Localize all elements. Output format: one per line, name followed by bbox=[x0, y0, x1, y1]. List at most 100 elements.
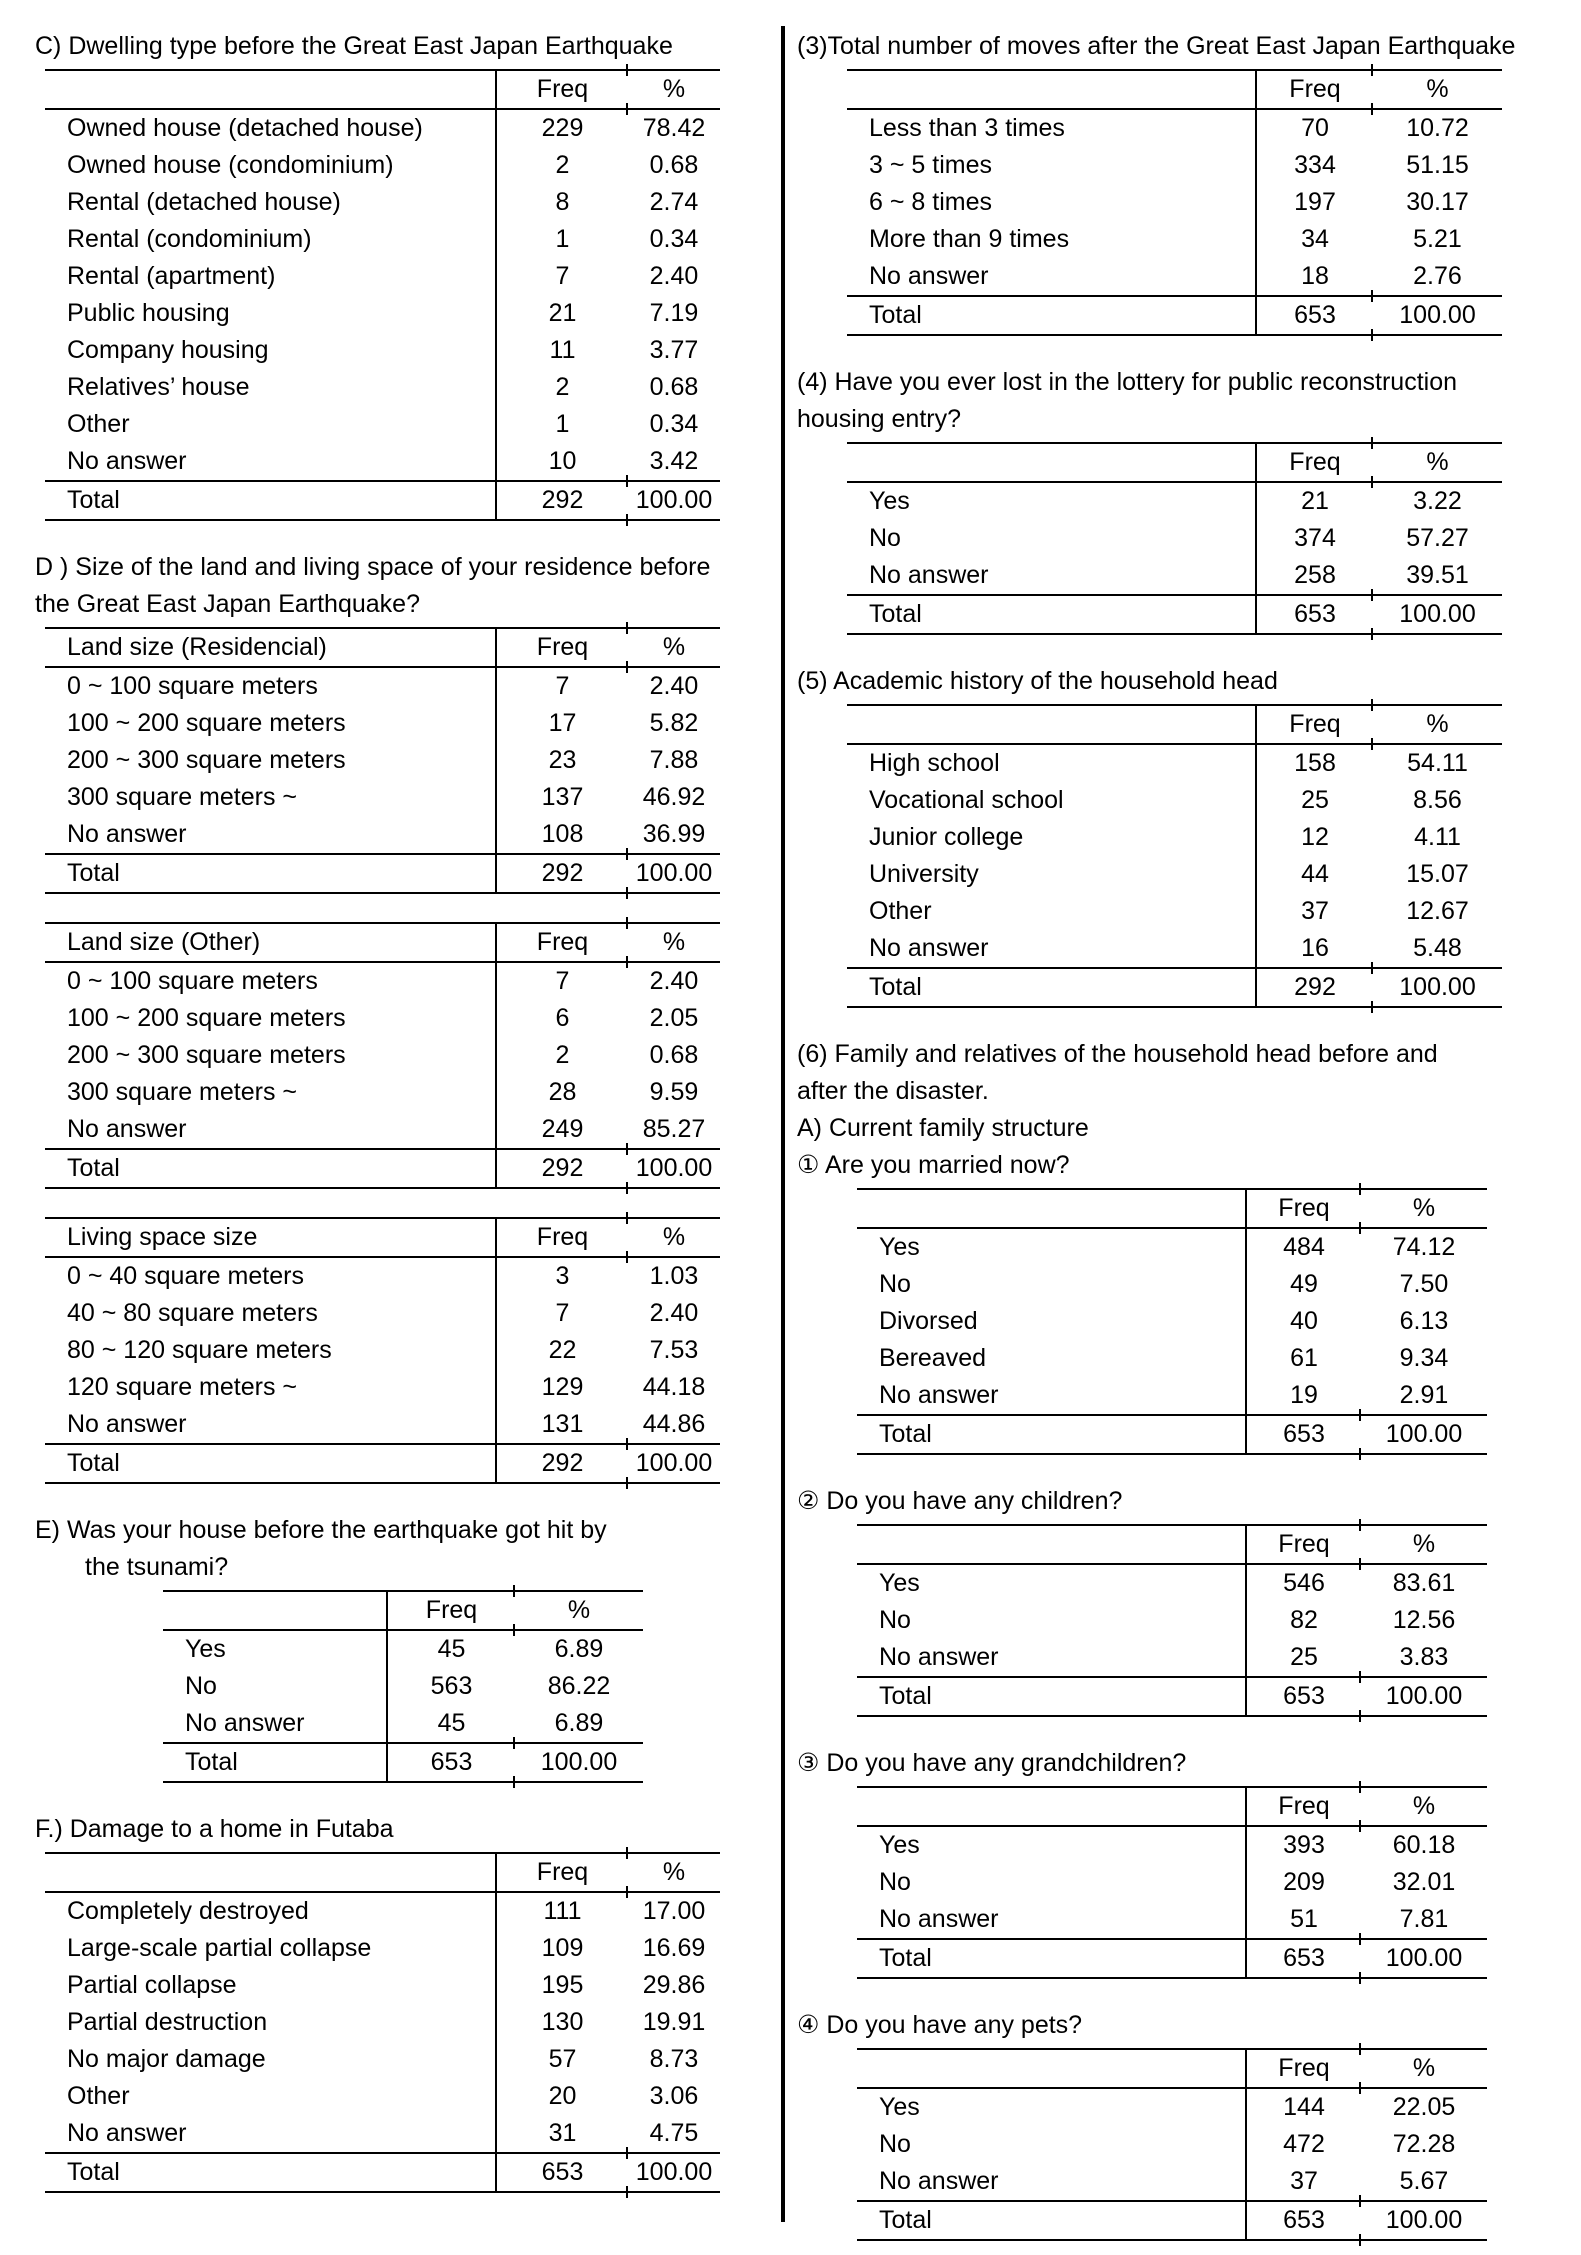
row-label-cell: No answer bbox=[879, 2167, 999, 2195]
rule-tick bbox=[1359, 1558, 1361, 1570]
rule-tick bbox=[626, 1143, 628, 1155]
row-label-cell: University bbox=[869, 860, 979, 888]
rule-tick bbox=[626, 622, 628, 634]
table-total-row: Total 292 100.00 bbox=[45, 475, 720, 526]
header-freq-cell: Freq bbox=[1245, 1788, 1361, 1825]
row-label-cell: No answer bbox=[869, 262, 989, 290]
row-freq-cell: 7 bbox=[495, 258, 628, 295]
total-label-cell: Total bbox=[879, 2206, 932, 2234]
row-pct-cell: 4.75 bbox=[649, 2119, 699, 2147]
section-e-tsunami: E) Was your house before the earthquake … bbox=[35, 1512, 729, 1788]
rule-tick bbox=[626, 1212, 628, 1224]
table-row: Owned house (condominium) 2 0.68 bbox=[45, 147, 720, 184]
row-pct-cell: 5.48 bbox=[1413, 934, 1462, 962]
row-label-cell: Other bbox=[869, 897, 932, 925]
row-label-cell: Yes bbox=[869, 487, 910, 515]
total-label-cell: Total bbox=[869, 973, 922, 1001]
rule-tick bbox=[513, 1624, 515, 1636]
table-row: 6 ~ 8 times 197 30.17 bbox=[847, 184, 1502, 221]
row-pct-cell: 60.18 bbox=[1392, 1831, 1456, 1859]
rule-tick bbox=[626, 1886, 628, 1898]
row-pct-cell: 3.06 bbox=[649, 2082, 699, 2110]
table-row: 100 ~ 200 square meters 6 2.05 bbox=[45, 1000, 720, 1037]
row-pct-cell: 3.77 bbox=[649, 336, 699, 364]
section-5-academic-history: (5) Academic history of the household he… bbox=[797, 663, 1555, 1013]
rule-tick bbox=[626, 1182, 628, 1194]
rule-tick bbox=[1371, 699, 1373, 711]
total-label-cell: Total bbox=[879, 1420, 932, 1448]
row-pct-cell: 54.11 bbox=[1407, 749, 1468, 777]
rule-tick bbox=[1371, 437, 1373, 449]
row-label-cell: No bbox=[879, 1270, 911, 1298]
table-header-row: Freq% bbox=[847, 437, 1502, 488]
row-pct-cell: 3.22 bbox=[1413, 487, 1462, 515]
table-lottery-lost: Freq% Yes 21 3.22 No 374 57.27 No answer 258 39.5… bbox=[847, 437, 1502, 640]
table-header-row: Freq% bbox=[45, 1847, 720, 1898]
row-label-cell: No answer bbox=[67, 1115, 187, 1143]
row-pct-cell: 4.11 bbox=[1414, 823, 1461, 851]
table-married: Freq% Yes 484 74.12 No 49 7.50 Divorsed 40 6.13 Be… bbox=[857, 1183, 1487, 1460]
row-freq-cell: 23 bbox=[495, 742, 628, 779]
header-freq-cell: Freq bbox=[1245, 1526, 1361, 1563]
header-pct-cell: % bbox=[662, 633, 686, 661]
table-total-moves: Freq% Less than 3 times 70 10.72 3 ~ 5 times… bbox=[847, 64, 1502, 341]
row-pct-cell: 10.72 bbox=[1406, 114, 1469, 142]
table-row: 40 ~ 80 square meters 7 2.40 bbox=[45, 1295, 720, 1332]
row-pct-cell: 30.17 bbox=[1406, 188, 1469, 216]
row-pct-cell: 5.82 bbox=[649, 709, 699, 737]
table-row: No answer 108 36.99 bbox=[45, 816, 720, 853]
row-pct-cell: 7.88 bbox=[649, 746, 699, 774]
section-4-lottery: (4) Have you ever lost in the lottery fo… bbox=[797, 364, 1555, 640]
row-freq-cell: 3 bbox=[495, 1258, 628, 1295]
row-freq-cell: 7 bbox=[495, 963, 628, 1000]
row-pct-cell: 86.22 bbox=[547, 1672, 611, 1700]
row-pct-cell: 44.86 bbox=[642, 1410, 706, 1438]
total-pct-cell: 100.00 bbox=[1385, 1682, 1463, 1710]
rule-tick bbox=[1359, 1710, 1361, 1722]
row-label-cell: Vocational school bbox=[869, 786, 1064, 814]
row-freq-cell: 20 bbox=[495, 2078, 628, 2115]
row-label-cell: No answer bbox=[879, 1905, 999, 1933]
row-label-cell: 100 ~ 200 square meters bbox=[67, 1004, 346, 1032]
rule-tick bbox=[1371, 476, 1373, 488]
rule-tick bbox=[1371, 1001, 1373, 1013]
row-freq-cell: 258 bbox=[1255, 557, 1373, 594]
row-label-cell: Completely destroyed bbox=[67, 1897, 309, 1925]
section-e-title-line-1: E) Was your house before the earthquake … bbox=[35, 1516, 607, 1544]
table-row: Yes 21 3.22 bbox=[847, 483, 1502, 520]
row-pct-cell: 46.92 bbox=[642, 783, 706, 811]
row-label-cell: More than 9 times bbox=[869, 225, 1070, 253]
row-freq-cell: 21 bbox=[1255, 483, 1373, 520]
rule-tick bbox=[1359, 1448, 1361, 1460]
row-pct-cell: 2.40 bbox=[649, 262, 699, 290]
header-label-cell: Land size (Other) bbox=[67, 928, 261, 956]
section-f-title: F.) Damage to a home in Futaba bbox=[35, 1815, 394, 1843]
rule-tick bbox=[626, 475, 628, 487]
table-header-row: Freq% bbox=[857, 1781, 1487, 1832]
header-pct-cell: % bbox=[567, 1596, 591, 1624]
row-freq-cell: 249 bbox=[495, 1111, 628, 1148]
row-pct-cell: 2.91 bbox=[1399, 1381, 1449, 1409]
row-freq-cell: 6 bbox=[495, 1000, 628, 1037]
table-row: No answer 31 4.75 bbox=[45, 2115, 720, 2152]
total-freq-cell: 292 bbox=[495, 482, 628, 519]
row-label-cell: 3 ~ 5 times bbox=[869, 151, 992, 179]
rule-tick bbox=[1359, 2043, 1361, 2055]
row-freq-cell: 40 bbox=[1245, 1303, 1361, 1340]
table-row: High school 158 54.11 bbox=[847, 745, 1502, 782]
row-label-cell: Yes bbox=[879, 1831, 920, 1859]
total-label-cell: Total bbox=[67, 486, 120, 514]
row-pct-cell: 51.15 bbox=[1406, 151, 1469, 179]
rule-tick bbox=[626, 661, 628, 673]
row-freq-cell: 17 bbox=[495, 705, 628, 742]
table-row: Less than 3 times 70 10.72 bbox=[847, 110, 1502, 147]
table-children: Freq% Yes 546 83.61 No 82 12.56 No answer 25 3.83… bbox=[857, 1519, 1487, 1722]
row-pct-cell: 5.21 bbox=[1413, 225, 1462, 253]
row-freq-cell: 111 bbox=[495, 1893, 628, 1930]
row-freq-cell: 1 bbox=[495, 406, 628, 443]
total-pct-cell: 100.00 bbox=[635, 1154, 713, 1182]
row-pct-cell: 7.50 bbox=[1399, 1270, 1449, 1298]
row-freq-cell: 563 bbox=[386, 1668, 515, 1705]
table-tsunami-hit: Freq% Yes 45 6.89 No 563 86.22 No answer 45 6.89 T… bbox=[163, 1585, 643, 1788]
section-q3-grandchildren: ③ Do you have any grandchildren? Freq% Ye… bbox=[797, 1745, 1555, 1984]
